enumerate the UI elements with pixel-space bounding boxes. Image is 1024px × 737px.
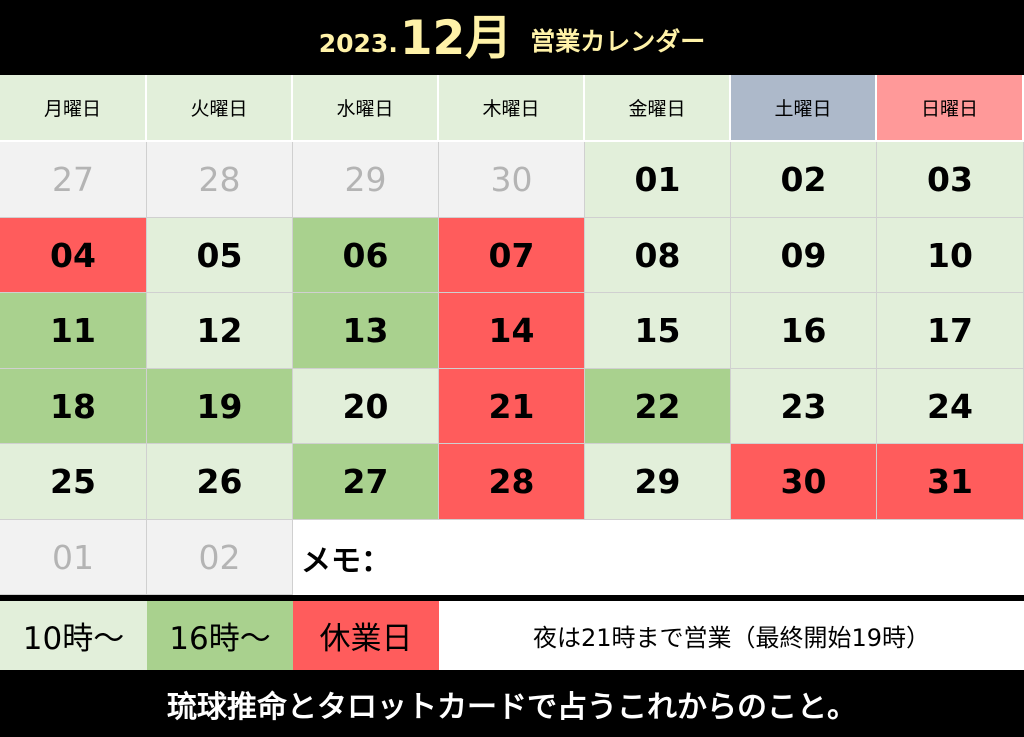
day-cell: 11 <box>0 293 147 369</box>
day-cell: 12 <box>147 293 293 369</box>
day-cell: 29 <box>585 444 731 520</box>
day-cell: 02 <box>147 520 293 595</box>
day-cell: 04 <box>0 218 147 293</box>
day-cell: 05 <box>147 218 293 293</box>
day-cell: 10 <box>877 218 1024 293</box>
calendar-title: 2023. 12月 営業カレンダー <box>0 0 1024 75</box>
day-cell: 28 <box>147 142 293 218</box>
memo-label: メモ： <box>293 520 1024 595</box>
day-cell: 31 <box>877 444 1024 520</box>
weekday-header: 木曜日 <box>439 75 585 142</box>
day-cell: 20 <box>293 369 439 444</box>
day-cell: 09 <box>731 218 877 293</box>
weekday-header: 日曜日 <box>877 75 1024 142</box>
day-cell: 25 <box>0 444 147 520</box>
day-cell: 08 <box>585 218 731 293</box>
day-cell: 02 <box>731 142 877 218</box>
day-cell: 18 <box>0 369 147 444</box>
legend-16: 16時〜 <box>147 601 293 670</box>
day-cell: 30 <box>439 142 585 218</box>
day-cell: 15 <box>585 293 731 369</box>
day-cell: 27 <box>293 444 439 520</box>
day-cell: 07 <box>439 218 585 293</box>
day-cell: 13 <box>293 293 439 369</box>
day-cell: 24 <box>877 369 1024 444</box>
legend: 10時〜 16時〜 休業日 夜は21時まで営業（最終開始19時） <box>0 595 1024 670</box>
day-cell: 27 <box>0 142 147 218</box>
weekday-header: 水曜日 <box>293 75 439 142</box>
day-cell: 17 <box>877 293 1024 369</box>
weekday-header: 月曜日 <box>0 75 147 142</box>
footer-tagline: 琉球推命とタロットカードで占うこれからのこと。 <box>167 689 857 725</box>
day-cell: 22 <box>585 369 731 444</box>
day-cell: 19 <box>147 369 293 444</box>
calendar-grid: 月曜日 火曜日 水曜日 木曜日 金曜日 土曜日 日曜日 27 28 29 30 01 02 03 04 05 0… <box>0 75 1024 595</box>
day-cell: 16 <box>731 293 877 369</box>
day-cell: 23 <box>731 369 877 444</box>
day-cell: 06 <box>293 218 439 293</box>
day-cell: 28 <box>439 444 585 520</box>
hours-note: 夜は21時まで営業（最終開始19時） <box>532 624 931 652</box>
title-label: 営業カレンダー <box>530 27 706 56</box>
day-cell: 14 <box>439 293 585 369</box>
day-cell: 03 <box>877 142 1024 218</box>
day-cell: 30 <box>731 444 877 520</box>
title-year: 2023. <box>318 29 398 58</box>
day-cell: 01 <box>0 520 147 595</box>
legend-10: 10時〜 <box>0 601 147 670</box>
title-month: 12月 <box>399 11 513 66</box>
weekday-header: 土曜日 <box>731 75 877 142</box>
day-cell: 26 <box>147 444 293 520</box>
weekday-header: 火曜日 <box>147 75 293 142</box>
weekday-header: 金曜日 <box>585 75 731 142</box>
day-cell: 29 <box>293 142 439 218</box>
day-cell: 01 <box>585 142 731 218</box>
legend-closed: 休業日 <box>293 601 439 670</box>
day-cell: 21 <box>439 369 585 444</box>
